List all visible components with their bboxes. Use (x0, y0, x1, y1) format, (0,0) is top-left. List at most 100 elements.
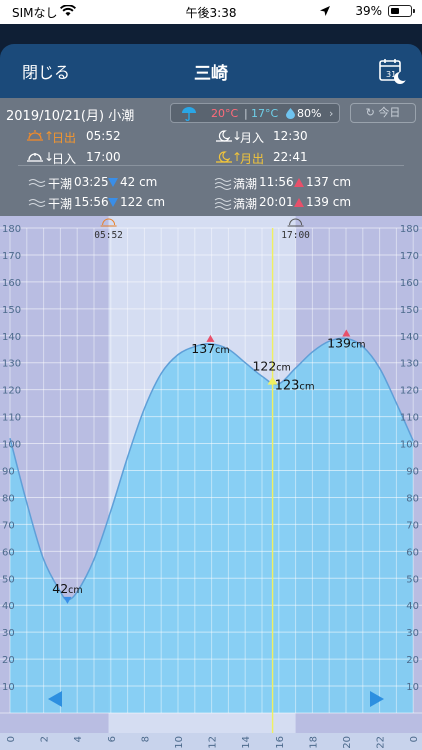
today-button[interactable]: ↻ 今日 (350, 103, 416, 123)
sunrise-arrow-icon: ↑ (44, 129, 55, 143)
battery-percent: 39% (355, 4, 382, 18)
y-tick-label-left: 60 (2, 547, 15, 558)
y-tick-label-left: 90 (2, 467, 15, 478)
moonset-icon (216, 130, 232, 142)
tide-high-2-type: 満潮 (233, 197, 258, 211)
low-tide-marker-icon (108, 198, 118, 207)
high-tide-marker (342, 329, 351, 337)
sunset-marker-time-label: 17:00 (281, 230, 310, 241)
y-tick-label-left: 30 (2, 628, 15, 639)
tide-low-2-level: 122 cm (120, 195, 166, 209)
current-level-marker (267, 376, 278, 385)
tide-low-2-type: 干潮 (48, 197, 73, 211)
y-tick-label-right: 180 (400, 224, 419, 235)
location-icon (320, 6, 330, 16)
y-tick-label-right: 10 (406, 682, 419, 693)
y-tick-label-right: 110 (400, 413, 419, 424)
y-tick-label-left: 110 (2, 413, 21, 424)
sunset-marker-icon (289, 218, 303, 226)
y-tick-label-right: 150 (400, 305, 419, 316)
sunset-label: 日入 (52, 152, 77, 166)
tide-low-1-level: 42 cm (120, 175, 158, 189)
tide-info-panel: 2019/10/21(月) 小潮 20°C | 17°C 80% › ↻ 今日 (0, 98, 422, 216)
tide-chart[interactable]: 10 10 20 20 30 30 40 40 50 50 60 60 70 70 80 80 90 90 100 1… (0, 216, 422, 750)
divider (18, 165, 404, 166)
moonset-label: 月入 (240, 131, 265, 145)
weather-summary[interactable]: 20°C | 17°C 80% › (170, 103, 340, 123)
x-tick-label: 14 (241, 736, 252, 749)
tide-low-1-type: 干潮 (48, 177, 73, 191)
y-tick-label-left: 180 (2, 224, 21, 235)
x-tick-label: 6 (107, 736, 118, 742)
tide-value-label: 137cm (191, 341, 229, 356)
high-wave-icon (214, 198, 232, 210)
y-tick-label-right: 80 (406, 493, 419, 504)
wave-icon (28, 179, 46, 187)
y-tick-label-left: 20 (2, 655, 15, 666)
today-label: 今日 (378, 106, 401, 119)
umbrella-icon (182, 107, 196, 121)
y-tick-label-left: 160 (2, 278, 21, 289)
x-tick-label: 2 (40, 736, 51, 742)
y-tick-label-left: 40 (2, 601, 15, 612)
close-button[interactable]: 閉じる (22, 63, 71, 82)
wave-icon (28, 199, 46, 207)
tide-value-unit: cm (68, 585, 82, 596)
moonrise-time: 22:41 (273, 150, 308, 164)
y-tick-label-left: 100 (2, 440, 21, 451)
y-tick-label-right: 130 (400, 359, 419, 370)
x-tick-label: 4 (73, 736, 84, 742)
moonrise-arrow-icon: ↑ (232, 150, 243, 164)
clock: 午後3:38 (185, 6, 237, 20)
low-tide-marker-icon (108, 178, 118, 187)
refresh-icon: ↻ (365, 106, 375, 119)
next-day-button[interactable] (368, 690, 386, 708)
tide-high-2-level: 139 cm (306, 195, 352, 209)
y-tick-label-right: 170 (400, 251, 419, 262)
previous-day-button[interactable] (46, 690, 64, 708)
sunset-time: 17:00 (86, 150, 121, 164)
weather-low: 17°C (251, 107, 279, 120)
y-tick-label-right: 90 (406, 467, 419, 478)
sunrise-time: 05:52 (86, 129, 121, 143)
carrier-label: SIMなし (12, 6, 58, 20)
sunrise-marker-icon (102, 218, 116, 226)
humidity-icon (286, 108, 295, 119)
y-tick-label-right: 100 (400, 440, 419, 451)
y-tick-label-right: 50 (406, 574, 419, 585)
x-tick-label: 10 (174, 736, 185, 749)
y-tick-label-left: 140 (2, 332, 21, 343)
sunrise-icon (27, 130, 43, 141)
wifi-icon (60, 5, 76, 16)
y-tick-label-right: 40 (406, 601, 419, 612)
y-tick-label-left: 130 (2, 359, 21, 370)
current-level-label: 123cm (275, 379, 315, 394)
x-tick-label: 22 (376, 736, 387, 749)
date-label: 2019/10/21(月) 小潮 (6, 109, 135, 124)
tide-low-1-time: 03:25 (74, 175, 109, 189)
moonset-arrow-icon: ↓ (232, 129, 243, 143)
high-tide-marker-icon (294, 198, 304, 207)
high-tide-marker-icon (294, 178, 304, 187)
x-tick-label: 0 (409, 736, 420, 742)
tide-value-unit: cm (276, 362, 290, 373)
status-bar: SIMなし 午後3:38 39% (0, 0, 422, 24)
y-tick-label-right: 70 (406, 520, 419, 531)
sunrise-label: 日出 (52, 131, 77, 145)
y-tick-label-left: 10 (2, 682, 15, 693)
calendar-icon[interactable]: 31 (378, 57, 406, 85)
tide-value-label: 139cm (327, 335, 365, 350)
x-tick-label: 0 (6, 736, 17, 742)
weather-high: 20°C (211, 107, 239, 120)
page-title: 三崎 (194, 64, 228, 84)
sunrise-marker-time-label: 05:52 (94, 230, 123, 241)
x-tick-label: 12 (208, 736, 219, 749)
tide-high-1-level: 137 cm (306, 175, 352, 189)
x-axis-strip (0, 733, 422, 750)
moonrise-icon (216, 151, 232, 163)
tide-low-2-time: 15:56 (74, 195, 109, 209)
current-level-unit: cm (299, 382, 314, 393)
nav-bar: 閉じる 三崎 31 (0, 44, 422, 98)
y-tick-label-right: 140 (400, 332, 419, 343)
